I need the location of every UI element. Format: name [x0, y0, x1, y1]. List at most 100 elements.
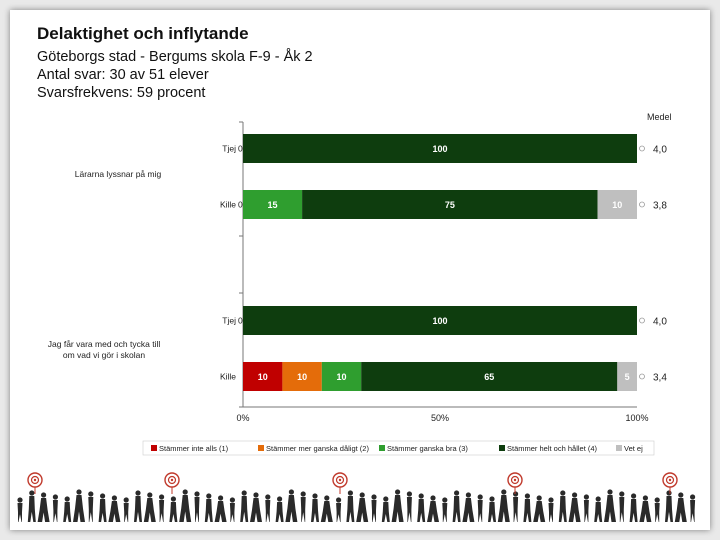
bar-segment	[243, 362, 283, 391]
person-silhouette-icon	[356, 492, 369, 522]
person-silhouette-icon	[214, 495, 227, 522]
row-label: Kille	[220, 372, 236, 382]
person-silhouette-icon	[27, 490, 36, 522]
person-silhouette-icon	[179, 489, 192, 522]
person-silhouette-icon	[52, 494, 59, 522]
question-label: Jag får vara med och tycka till	[48, 339, 161, 349]
person-silhouette-icon	[194, 491, 200, 522]
person-silhouette-icon	[159, 494, 165, 522]
target-marker-dot	[33, 478, 37, 482]
person-silhouette-icon	[265, 494, 271, 522]
person-silhouette-icon	[497, 489, 510, 522]
bar-value-label: 75	[445, 200, 455, 210]
response-rate: Svarsfrekvens: 59 procent	[37, 85, 206, 101]
bar-segment	[282, 362, 322, 391]
person-silhouette-icon	[558, 490, 567, 522]
person-silhouette-icon	[311, 493, 319, 522]
zero-marker: 0	[238, 316, 243, 326]
end-marker	[639, 201, 645, 208]
target-marker-ring	[30, 475, 40, 485]
bar-segment	[243, 190, 303, 219]
footer-decoration	[17, 472, 696, 522]
person-silhouette-icon	[548, 497, 554, 522]
legend-swatch	[379, 445, 385, 451]
legend-label: Stämmer ganska bra (3)	[387, 444, 468, 453]
target-marker-ring	[335, 475, 345, 485]
end-marker	[639, 317, 645, 324]
bar-value-label: 65	[484, 372, 494, 382]
header: Delaktighet och inflytande Göteborgs sta…	[37, 24, 313, 102]
person-silhouette-icon	[406, 491, 412, 522]
mean-value: 3,8	[653, 201, 667, 212]
bar-segment	[321, 362, 362, 391]
person-silhouette-icon	[381, 496, 390, 522]
mean-value: 4,0	[653, 145, 667, 156]
bar-value-label: 10	[258, 372, 268, 382]
person-silhouette-icon	[98, 493, 107, 522]
bar-value-label: 10	[336, 372, 346, 382]
legend-label: Vet ej	[624, 444, 643, 453]
person-silhouette-icon	[462, 492, 475, 522]
bar-segment	[361, 362, 618, 391]
person-silhouette-icon	[275, 496, 284, 522]
person-silhouette-icon	[417, 493, 426, 522]
legend-swatch	[151, 445, 157, 451]
bar-value-label: 10	[612, 200, 622, 210]
person-silhouette-icon	[320, 495, 333, 522]
legend-label: Stämmer mer ganska dåligt (2)	[266, 444, 369, 453]
bar-segment	[243, 134, 637, 163]
person-silhouette-icon	[285, 489, 298, 522]
question-label: om vad vi gör i skolan	[63, 350, 145, 360]
target-marker-ring	[510, 475, 520, 485]
row-label: Tjej	[222, 316, 236, 326]
target-marker-dot	[170, 478, 174, 482]
person-silhouette-icon	[619, 491, 625, 522]
person-silhouette-icon	[17, 497, 23, 522]
person-silhouette-icon	[134, 490, 142, 522]
person-silhouette-icon	[391, 489, 404, 522]
bar-segment	[243, 306, 637, 335]
person-silhouette-icon	[604, 489, 616, 522]
person-silhouette-icon	[533, 495, 546, 522]
target-marker-dot	[513, 478, 517, 482]
zero-marker: 0	[238, 200, 243, 210]
person-silhouette-icon	[240, 490, 249, 522]
medel-header: Medel	[647, 112, 672, 122]
legend-swatch	[499, 445, 505, 451]
bar-value-label: 100	[432, 144, 447, 154]
end-marker	[639, 373, 645, 380]
person-silhouette-icon	[523, 493, 532, 522]
bar-value-label: 100	[432, 316, 447, 326]
person-silhouette-icon	[108, 495, 121, 522]
person-silhouette-icon	[346, 490, 355, 522]
person-silhouette-icon	[583, 494, 590, 522]
legend-label: Stämmer inte alls (1)	[159, 444, 229, 453]
person-silhouette-icon	[629, 493, 638, 522]
person-silhouette-icon	[63, 496, 72, 522]
person-silhouette-icon	[371, 494, 377, 522]
person-silhouette-icon	[427, 495, 439, 522]
person-silhouette-icon	[594, 496, 603, 522]
target-marker-ring	[167, 475, 177, 485]
target-marker-dot	[338, 478, 342, 482]
response-count: Antal svar: 30 av 51 elever	[37, 67, 209, 83]
person-silhouette-icon	[488, 496, 496, 522]
person-silhouette-icon	[452, 490, 461, 522]
page-title: Delaktighet och inflytande	[37, 24, 249, 43]
person-silhouette-icon	[37, 492, 50, 522]
person-silhouette-icon	[477, 494, 483, 522]
person-silhouette-icon	[639, 495, 652, 522]
x-tick-label: 100%	[625, 413, 648, 423]
person-silhouette-icon	[654, 497, 660, 522]
person-silhouette-icon	[204, 493, 213, 522]
bar-value-label: 10	[297, 372, 307, 382]
person-silhouette-icon	[568, 492, 581, 522]
mean-value: 4,0	[653, 317, 667, 328]
bar-segment	[617, 362, 637, 391]
x-tick-label: 50%	[431, 413, 449, 423]
person-silhouette-icon	[336, 497, 342, 522]
legend-label: Stämmer helt och hållet (4)	[507, 444, 598, 453]
row-label: Tjej	[222, 144, 236, 154]
bar-segment	[302, 190, 598, 219]
